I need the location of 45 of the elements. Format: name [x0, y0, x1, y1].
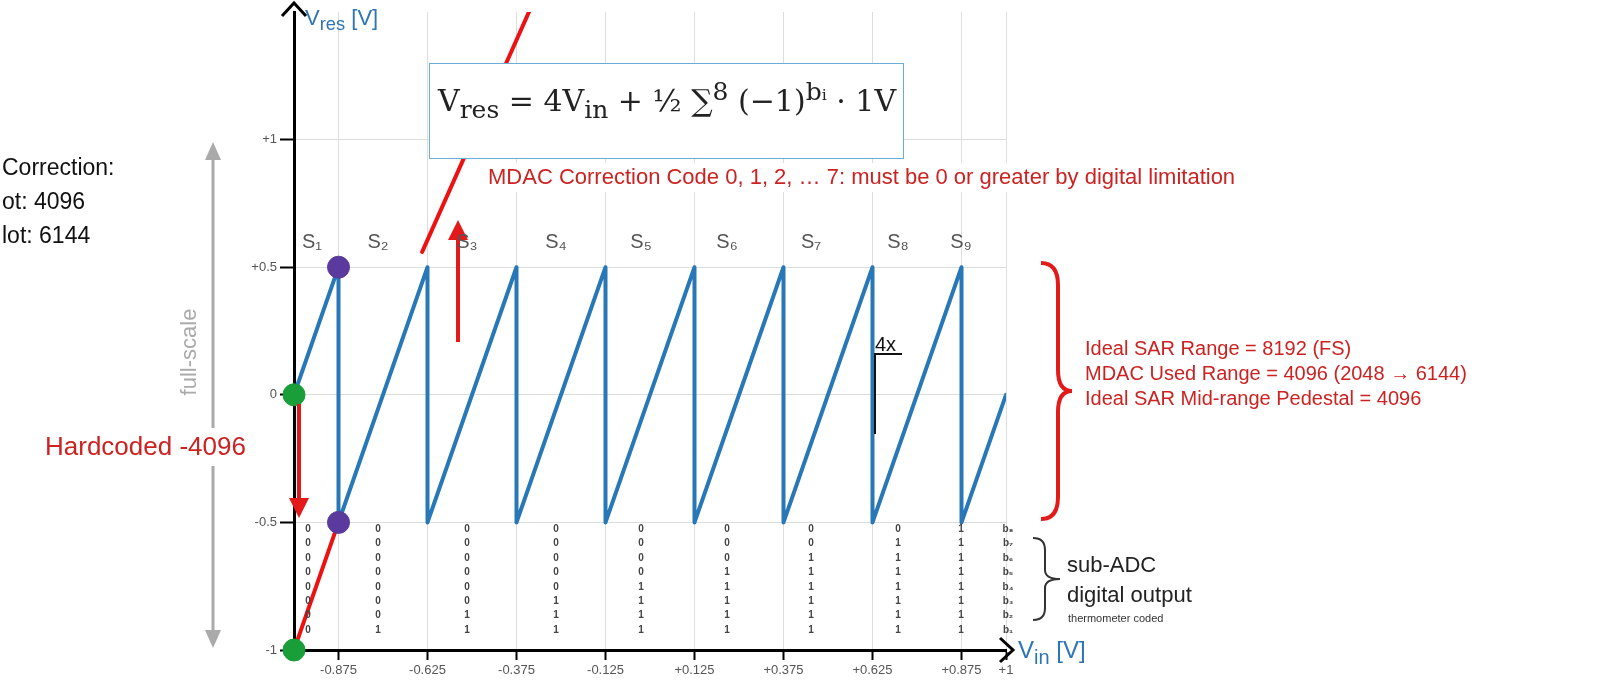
- annotation: 0 0 0 1 1 1 1 1: [724, 522, 730, 637]
- annotation: b₈ b₇ b₆ b₅ b₄ b₃ b₂ b₁: [1002, 522, 1014, 637]
- annotation: S₅: [630, 229, 652, 254]
- x-axis-title: V$_{in}$ [V]: [1018, 635, 1086, 670]
- annotation: S₂: [367, 229, 389, 254]
- annotation: S₄: [545, 229, 567, 254]
- y-tick-label: -1: [265, 641, 277, 657]
- x-tick-label: -0.125: [587, 662, 624, 678]
- x-tick-label: +0.125: [674, 662, 715, 678]
- annotation: S₆: [716, 229, 738, 254]
- x-tick-label: -0.875: [320, 662, 357, 678]
- annotation: 4x: [875, 331, 897, 357]
- x-tick-label: -0.625: [409, 662, 446, 678]
- annotation: S₈: [887, 229, 909, 254]
- point: [327, 255, 350, 279]
- y-tick-label: +0.5: [251, 258, 277, 274]
- text: Hardcoded -4096: [41, 428, 250, 466]
- annotation: 0 1 1 1 1 1 1 1: [895, 522, 901, 637]
- annotation: 0 0 0 0 0 1 1 1: [553, 522, 559, 637]
- y-tick-label: -0.5: [254, 513, 277, 529]
- text: Correction: ot: 4096 lot: 6144: [2, 153, 115, 250]
- y-axis-title: V$_{res}$ [V]: [305, 4, 379, 37]
- annotation: 0 0 1 1 1 1 1 1: [808, 522, 814, 637]
- annotation: 1 1 1 1 1 1 1 1: [958, 522, 964, 637]
- annotation: 0 0 0 0 1 1 1 1: [638, 522, 644, 637]
- x-tick-label: +1: [998, 662, 1014, 678]
- x-tick-label: +0.375: [763, 662, 804, 678]
- x-tick-label: +0.625: [852, 662, 893, 678]
- x-tick-label: -0.375: [498, 662, 535, 678]
- y-tick-label: 0: [269, 386, 277, 402]
- annotation: S₉: [950, 229, 972, 254]
- point: [327, 510, 350, 534]
- text: Ideal SAR Range = 8192 (FS) MDAC Used Range = 4096 (2048 → 6144) Ideal SAR Mid-range Pedestal = 4096: [1085, 336, 1467, 411]
- text: thermometer coded: [1068, 611, 1164, 626]
- annotation: 0 0 0 0 0 0 0 1: [375, 522, 381, 637]
- point: [282, 383, 306, 407]
- x-tick-label: +0.875: [941, 662, 982, 678]
- text: V$_{res}$ = 4V$_{in}$ + ½ ∑$^{8}$ (−1)$^{bᵢ}$ · 1V: [438, 77, 897, 124]
- annotation: MDAC Correction Code 0, 1, 2, … 7: must be 0 or greater by digital limitation: [488, 163, 1236, 192]
- text: full-scale: [174, 308, 204, 396]
- annotation: S₁: [301, 229, 323, 254]
- text: sub-ADC digital output: [1067, 551, 1192, 609]
- y-tick-label: +1: [262, 131, 277, 147]
- annotation: S₇: [800, 229, 822, 254]
- annotation: 0 0 0 0 0 0 1 1: [464, 522, 470, 637]
